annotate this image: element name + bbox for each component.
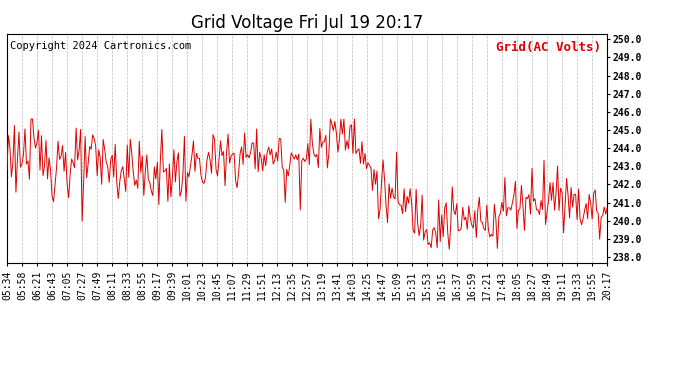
- Text: Copyright 2024 Cartronics.com: Copyright 2024 Cartronics.com: [10, 40, 191, 51]
- Text: Grid(AC Volts): Grid(AC Volts): [496, 40, 601, 54]
- Title: Grid Voltage Fri Jul 19 20:17: Grid Voltage Fri Jul 19 20:17: [191, 14, 423, 32]
